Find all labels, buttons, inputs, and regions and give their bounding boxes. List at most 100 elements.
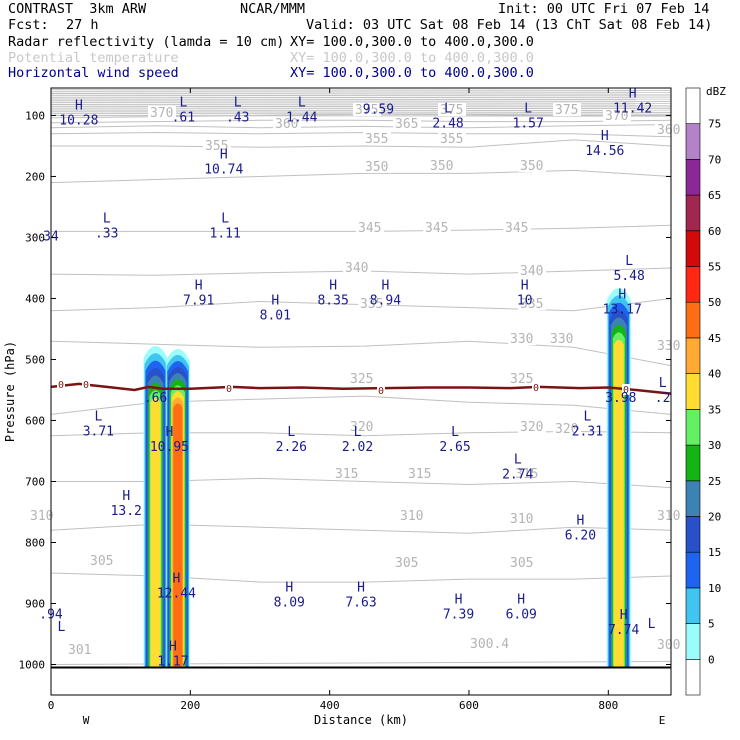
wind-extremum-value: .66 (144, 391, 167, 406)
theta-contour (51, 169, 671, 184)
theta-label: 325 (350, 372, 373, 387)
theta-label-bg (513, 467, 541, 480)
theta-label: 320 (350, 420, 373, 435)
colorbar-tick-label: 20 (708, 511, 721, 524)
wind-extremum-type: L (287, 425, 295, 440)
colorbar-box (685, 159, 701, 196)
theta-label-bg (518, 264, 546, 277)
y-tick-label: 100 (25, 109, 45, 122)
theta-label-bg (363, 160, 391, 173)
colorbar-unit: dBZ (706, 85, 726, 98)
y-axis-title: Pressure (hPa) (3, 341, 17, 442)
y-tick-label: 500 (25, 353, 45, 366)
theta-label-bg (518, 420, 546, 433)
theta-label: 375 (440, 103, 463, 118)
x-tick-label: 200 (180, 699, 200, 712)
wind-extremum-value: 8.09 (274, 595, 305, 610)
wind-extremum-value: 10.28 (59, 114, 98, 129)
theta-label: 310 (657, 509, 680, 524)
theta-label-bg (88, 554, 116, 567)
wind-extremum-value: 8.35 (317, 293, 348, 308)
theta-label: 355 (440, 132, 463, 147)
theta-label: 365 (395, 117, 418, 132)
colorbar-box (685, 516, 701, 553)
wind-extremum-value: .43 (226, 110, 249, 125)
colorbar-tick-label: 65 (708, 189, 721, 202)
theta-label-bg (66, 643, 94, 656)
wind-extremum-value: 2.74 (502, 467, 533, 482)
colorbar-tick-label: 35 (708, 403, 721, 416)
theta-label-bg (655, 339, 683, 352)
field-reflectivity-xy: XY= 100.0,300.0 to 400.0,300.0 (290, 34, 534, 50)
y-tick-label: 400 (25, 292, 45, 305)
wind-extremum-type: L (354, 425, 362, 440)
freezing-level-label: 0 (623, 385, 629, 396)
theta-upper-contour (51, 89, 671, 91)
freezing-label-bg (377, 385, 385, 396)
wind-extremum-value: 7.91 (183, 293, 214, 308)
freezing-label-bg (82, 379, 90, 390)
theta-label: 360 (275, 117, 298, 132)
reflectivity-cell (173, 403, 183, 668)
theta-label: 345 (358, 221, 381, 236)
wind-extremum-value: 1.17 (157, 655, 188, 670)
wind-extremum-value: 13.2 (111, 504, 142, 519)
theta-label: 300.4 (470, 637, 509, 652)
theta-label: 310 (510, 512, 533, 527)
theta-label-bg (438, 103, 466, 116)
theta-label-bg (353, 103, 381, 116)
theta-label-bg (398, 509, 426, 522)
theta-label-bg (28, 509, 56, 522)
x-tick-label: 0 (48, 699, 55, 712)
field-theta-xy: XY= 100.0,300.0 to 400.0,300.0 (290, 50, 534, 66)
colorbar-tick-label: 55 (708, 261, 721, 274)
wind-extremum-type: H (195, 278, 203, 293)
freezing-label-bg (57, 379, 65, 390)
east-label: E (659, 714, 666, 727)
colorbar-tick-label: 15 (708, 546, 721, 559)
theta-upper-contour (51, 100, 671, 102)
wind-extremum-value: 2.02 (342, 440, 373, 455)
theta-label-bg (356, 221, 384, 234)
theta-label: 315 (335, 467, 358, 482)
valid-time: Valid: 03 UTC Sat 08 Feb 14 (13 ChT Sat … (306, 17, 713, 33)
freezing-level-label: 0 (83, 380, 89, 391)
theta-label: 330 (510, 332, 533, 347)
wind-extremum-type: H (601, 129, 609, 144)
wind-extremum-value: .2 (655, 391, 671, 406)
freezing-level-label: 0 (58, 380, 64, 391)
wind-extremum-value: 2.65 (439, 440, 470, 455)
colorbar-box (685, 409, 701, 446)
wind-extremum-value: .61 (172, 110, 195, 125)
theta-label-bg (468, 637, 512, 650)
theta-label-bg (655, 509, 683, 522)
theta-label-bg (553, 422, 581, 435)
theta-label-bg (148, 106, 176, 119)
wind-extremum-type: H (122, 489, 130, 504)
wind-extremum-value: 10.74 (204, 162, 243, 177)
wind-extremum-type: H (455, 593, 463, 608)
colorbar-box (685, 123, 701, 160)
x-tick-label: 800 (598, 699, 618, 712)
field-wind-xy: XY= 100.0,300.0 to 400.0,300.0 (290, 65, 534, 81)
wind-extremum-type: L (583, 410, 591, 425)
y-tick-label: 800 (25, 536, 45, 549)
colorbar-box (685, 480, 701, 517)
colorbar-tick-label: 75 (708, 118, 721, 131)
theta-label: 305 (90, 554, 113, 569)
theta-label-bg (518, 297, 546, 310)
model-title: CONTRAST 3km ARW (8, 1, 147, 17)
colorbar-box (685, 87, 701, 125)
wind-extremum-value: 1.57 (513, 117, 544, 132)
colorbar-box (685, 623, 701, 660)
theta-label-bg (428, 159, 456, 172)
theta-label-bg (553, 103, 581, 116)
wind-extremum-type: H (166, 425, 174, 440)
colorbar-box (685, 337, 701, 374)
theta-label: 325 (510, 372, 533, 387)
theta-label-bg (508, 332, 536, 345)
wind-extremum-type: H (357, 580, 365, 595)
wind-extremum-type: L (58, 620, 66, 635)
colorbar-box (685, 230, 701, 267)
y-tick-label: 900 (25, 597, 45, 610)
